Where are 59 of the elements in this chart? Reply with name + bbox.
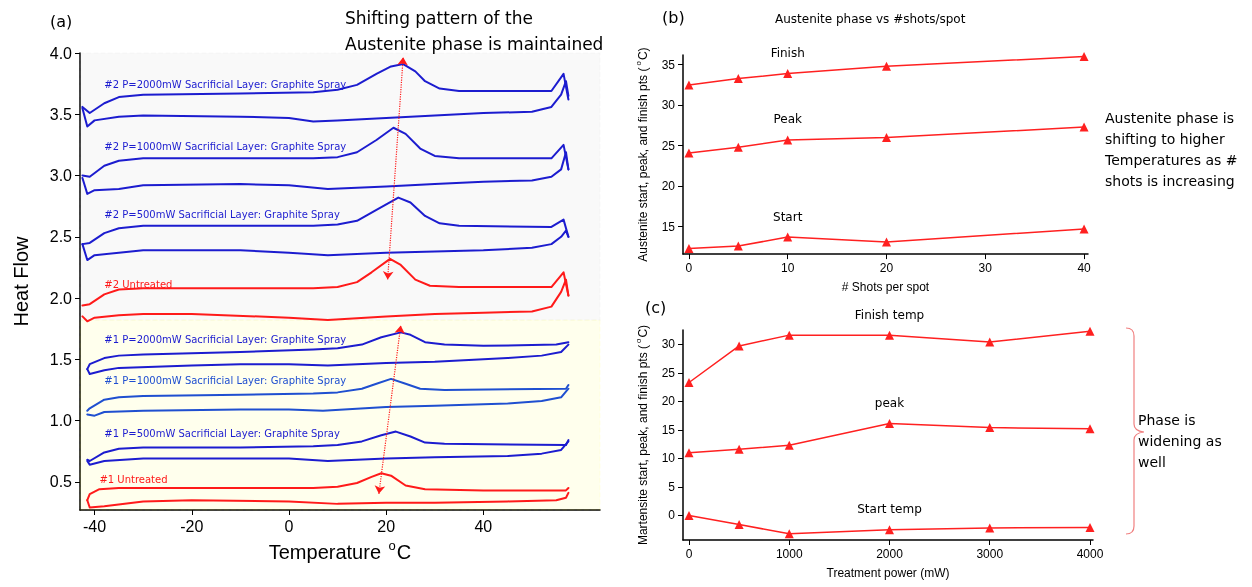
y-tick-label: 10 <box>661 451 676 466</box>
series-label: #1 P=500mW Sacrificial Layer: Graphite Spray <box>104 427 340 439</box>
x-tick-label: 10 <box>781 261 795 276</box>
y-tick-label: 35 <box>661 57 676 72</box>
x-tick-label: 20 <box>879 261 894 276</box>
x-tick-label: 30 <box>978 261 993 276</box>
x-tick-label: -20 <box>180 517 204 535</box>
x-axis-title: Treatment power (mW) <box>826 565 950 580</box>
y-axis-title: Austenite start, peak, and finish pts (oC) <box>634 47 650 262</box>
chart-subtitle: Austenite phase vs #shots/spot <box>775 12 966 26</box>
y-tick-label: 1.0 <box>49 412 73 430</box>
y-tick-label: 25 <box>661 365 676 380</box>
x-tick-label: 4000 <box>1076 547 1104 561</box>
series-label: Finish temp <box>854 307 925 322</box>
y-tick-label: 3.5 <box>49 105 73 123</box>
x-tick-label: 20 <box>377 517 396 535</box>
y-tick-label: 25 <box>661 138 676 153</box>
y-tick-label: 15 <box>661 422 676 437</box>
y-tick-label: 1.5 <box>49 350 73 368</box>
y-tick-label: 15 <box>661 219 676 234</box>
series-label: #1 Untreated <box>99 473 168 485</box>
chart-title: (a) <box>50 11 73 31</box>
y-tick-label: 5 <box>668 479 676 494</box>
series-label: #2 P=2000mW Sacrificial Layer: Graphite Spray <box>104 78 347 90</box>
series-label: #1 P=1000mW Sacrificial Layer: Graphite Spray <box>104 375 347 387</box>
y-tick-label: 30 <box>661 337 676 352</box>
series-label: peak <box>874 396 905 411</box>
series-label: #2 P=1000mW Sacrificial Layer: Graphite Spray <box>104 141 347 153</box>
series-label: Start temp <box>857 502 922 517</box>
x-tick-label: 40 <box>474 517 493 535</box>
annotation: Shifting pattern of the Austenite phase is maintained <box>345 7 605 56</box>
x-tick-label: 2000 <box>876 547 904 561</box>
x-tick-label: 0 <box>685 547 693 561</box>
chart-title: (b) <box>662 7 685 27</box>
series-label: #1 P=2000mW Sacrificial Layer: Graphite Spray <box>104 333 347 345</box>
y-tick-label: 0.5 <box>49 473 73 491</box>
chart-title: (c) <box>645 297 667 317</box>
y-axis-title: Martensite start, peak, and finish pts (oC) <box>634 324 650 546</box>
y-tick-label: 20 <box>661 394 676 409</box>
x-tick-label: 1000 <box>775 547 803 561</box>
text: Austenite phase is shifting to higher Temperatures as # shots is increasing <box>1105 109 1239 191</box>
series-label: #2 P=500mW Sacrificial Layer: Graphite Spray <box>104 208 340 220</box>
y-tick-label: 3.0 <box>49 167 73 185</box>
y-tick-label: 4.0 <box>49 44 73 62</box>
x-axis-title: # Shots per spot <box>841 280 930 294</box>
x-tick-label: -40 <box>83 517 107 535</box>
x-tick-label: 0 <box>685 261 693 276</box>
y-tick-label: 20 <box>661 179 676 194</box>
x-tick-label: 40 <box>1077 261 1092 276</box>
series-label: Peak <box>773 112 802 127</box>
y-tick-label: 2.5 <box>49 228 73 246</box>
series-label: Finish <box>770 46 805 61</box>
y-tick-label: 30 <box>661 98 676 113</box>
y-tick-label: 2.0 <box>49 289 73 307</box>
y-axis-title: Heat Flow <box>10 235 32 327</box>
x-tick-label: 3000 <box>976 547 1004 561</box>
text: Phase is widening as well <box>1138 411 1223 472</box>
series-label: Start <box>773 209 803 224</box>
x-tick-label: 0 <box>284 517 294 535</box>
